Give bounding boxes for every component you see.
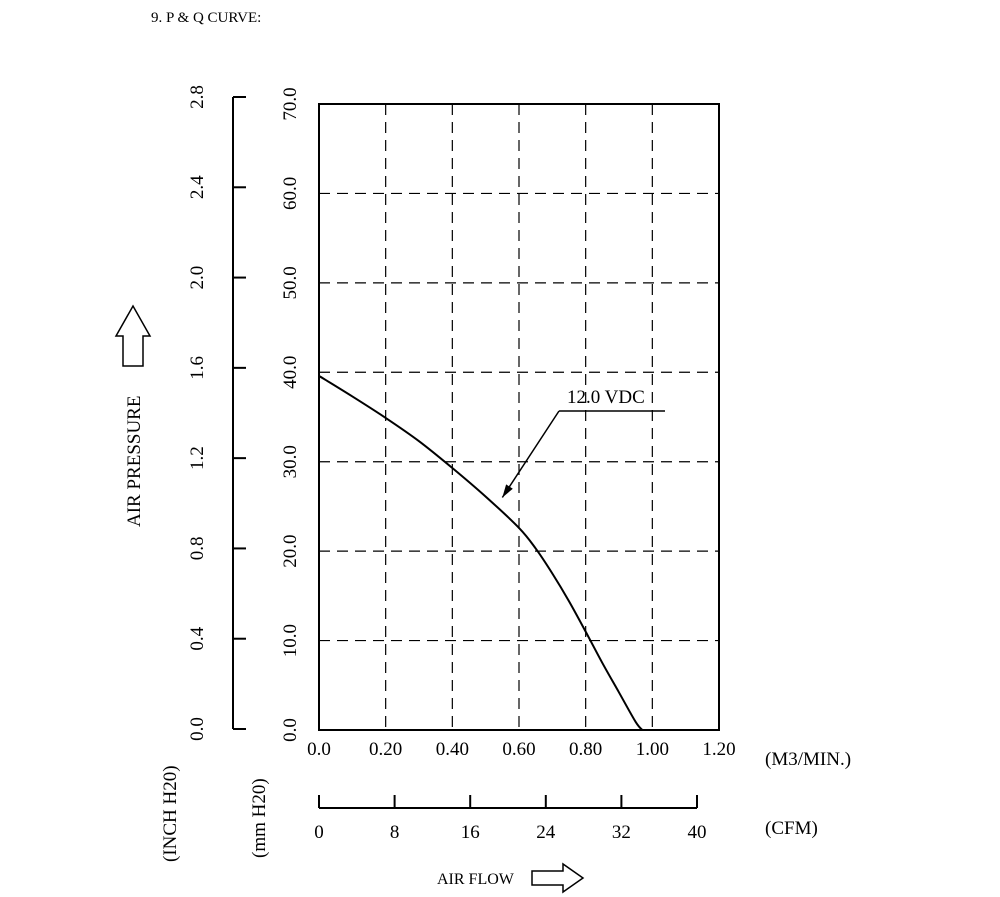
y-tick-label: 50.0 [280, 266, 301, 299]
y2-tick-label: 1.2 [187, 446, 208, 470]
y2-tick-label: 2.4 [187, 175, 208, 199]
x2-unit-label: (CFM) [765, 818, 818, 839]
y-tick-label: 60.0 [280, 177, 301, 210]
x-tick-label: 1.20 [702, 739, 735, 760]
y-unit-label: (mm H20) [249, 778, 270, 858]
x-unit-label: (M3/MIN.) [765, 749, 851, 770]
y2-tick-label: 0.8 [187, 537, 208, 561]
y-tick-label: 40.0 [280, 356, 301, 389]
y-tick-label: 20.0 [280, 535, 301, 568]
x2-tick-label: 32 [612, 822, 631, 843]
y-tick-label: 30.0 [280, 445, 301, 478]
x2-tick-label: 8 [390, 822, 400, 843]
grid-lines [319, 104, 719, 730]
y2-tick-label: 0.4 [187, 626, 208, 650]
y2-tick-label: 2.0 [187, 266, 208, 290]
x-tick-label: 0.0 [307, 739, 331, 760]
y2-tick-label: 1.6 [187, 356, 208, 380]
y2-tick-label: 0.0 [187, 717, 208, 741]
y2-unit-label: (INCH H20) [160, 765, 181, 862]
x-tick-labels: 0.0 0.20 0.40 0.60 0.80 1.00 1.20 [307, 739, 736, 760]
series-line-12vdc [318, 375, 644, 731]
annotation-label: 12.0 VDC [567, 387, 645, 408]
annotation-arrowhead [502, 484, 513, 498]
y-tick-label: 70.0 [280, 87, 301, 120]
x-tick-label: 0.60 [502, 739, 535, 760]
y-arrow-icon [114, 304, 152, 367]
y-axis-label: AIR PRESSURE [124, 396, 145, 527]
x2-tick-label: 24 [536, 822, 556, 843]
y-tick-label: 10.0 [280, 624, 301, 657]
inch-h2o-axis: 0.0 0.4 0.8 1.2 1.6 2.0 2.4 2.8 [187, 85, 246, 741]
y-tick-label: 0.0 [280, 718, 301, 742]
y2-tick-label: 2.8 [187, 85, 208, 109]
plot-frame [318, 103, 720, 731]
x2-tick-label: 16 [461, 822, 480, 843]
x-tick-label: 0.20 [369, 739, 402, 760]
x-tick-label: 0.80 [569, 739, 602, 760]
curve-annotation: 12.0 VDC [501, 387, 665, 498]
x-tick-label: 0.40 [436, 739, 469, 760]
annotation-leader-line [501, 410, 560, 498]
x-arrow-icon [531, 862, 585, 894]
chart-title: 9. P & Q CURVE: [151, 10, 261, 26]
cfm-axis: 0 8 16 24 32 40 [314, 795, 707, 843]
x2-tick-label: 0 [314, 822, 324, 843]
x2-tick-label: 40 [688, 822, 707, 843]
x-tick-label: 1.00 [636, 739, 669, 760]
x-axis-label: AIR FLOW [437, 871, 515, 888]
y-tick-labels: 0.0 10.0 20.0 30.0 40.0 50.0 60.0 70.0 [280, 87, 301, 742]
